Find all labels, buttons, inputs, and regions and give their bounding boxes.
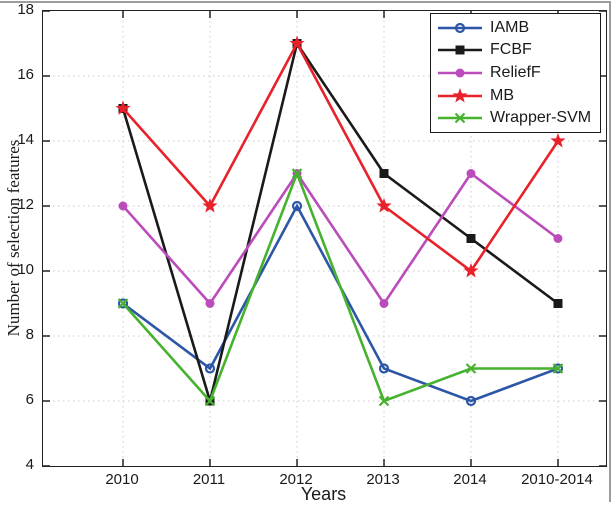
legend-label: FCBF <box>490 41 532 59</box>
series-line <box>122 40 560 273</box>
x-marker <box>117 298 129 309</box>
x-marker <box>291 168 303 179</box>
y-tick-label: 8 <box>25 326 34 343</box>
x-marker <box>378 395 390 407</box>
square-marker <box>466 234 476 243</box>
series-wrapper-svm <box>117 168 564 407</box>
x-axis-title: Years <box>300 484 347 504</box>
legend-item-iamb: IAMB <box>437 17 600 39</box>
star-marker <box>202 198 218 213</box>
circle-marker <box>205 299 215 308</box>
legend-key-circle-open <box>438 22 482 33</box>
legend: IAMB FCBF ReliefF MB Wrapper-SVM <box>430 13 601 133</box>
circle-marker <box>466 169 476 178</box>
star-marker <box>376 198 392 213</box>
y-tick-label: 18 <box>17 1 34 18</box>
circle-open-marker <box>465 395 477 407</box>
square-marker <box>553 299 563 308</box>
circle-marker <box>553 234 563 243</box>
circle-marker <box>118 201 128 211</box>
x-marker <box>552 363 564 374</box>
chart-canvas <box>43 11 606 466</box>
x-tick-label: 2010 <box>105 471 139 488</box>
figure-frame-right <box>609 1 611 502</box>
legend-item-fcbf: FCBF <box>437 39 600 61</box>
legend-key-x <box>438 113 482 124</box>
circle-open-marker <box>378 363 390 374</box>
y-tick-label: 6 <box>25 391 34 408</box>
series-line <box>122 169 558 404</box>
legend-item-mb: MB <box>437 85 600 107</box>
legend-key-star <box>438 87 482 103</box>
series-line <box>122 171 559 306</box>
legend-key-square <box>438 45 482 55</box>
star-marker <box>289 35 305 50</box>
y-tick-label: 10 <box>17 261 34 278</box>
x-marker <box>204 395 216 407</box>
circle-open-marker <box>117 298 129 309</box>
legend-label: IAMB <box>490 18 530 36</box>
legend-key-circle <box>438 68 482 78</box>
x-tick-label: 2014 <box>453 471 487 488</box>
legend-label: Wrapper-SVM <box>490 109 592 127</box>
y-tick-label: 14 <box>17 131 34 148</box>
circle-marker <box>379 299 389 308</box>
x-tick-label: 2011 <box>192 471 226 488</box>
figure-frame-top <box>0 1 611 3</box>
y-tick-label: 16 <box>17 66 34 83</box>
legend-label: ReliefF <box>490 63 541 81</box>
legend-item-wrapper-svm: Wrapper-SVM <box>437 107 600 129</box>
series-line <box>122 203 559 403</box>
x-tick-label: 2012 <box>279 471 313 488</box>
y-tick-label: 12 <box>17 196 34 213</box>
square-marker <box>379 169 389 178</box>
y-tick-label: 4 <box>25 456 34 473</box>
x-tick-label: 2010-2014 <box>521 471 593 488</box>
y-axis-title: Number of selection features <box>4 139 23 337</box>
circle-open-marker <box>291 200 303 212</box>
x-tick-label: 2013 <box>366 471 400 488</box>
star-marker <box>550 133 566 148</box>
star-marker <box>463 263 479 278</box>
legend-item-relieff: ReliefF <box>437 62 600 84</box>
legend-label: MB <box>490 86 514 104</box>
series-mb <box>115 35 566 278</box>
star-marker <box>115 100 131 115</box>
circle-open-marker <box>204 363 216 374</box>
x-marker <box>465 363 477 374</box>
